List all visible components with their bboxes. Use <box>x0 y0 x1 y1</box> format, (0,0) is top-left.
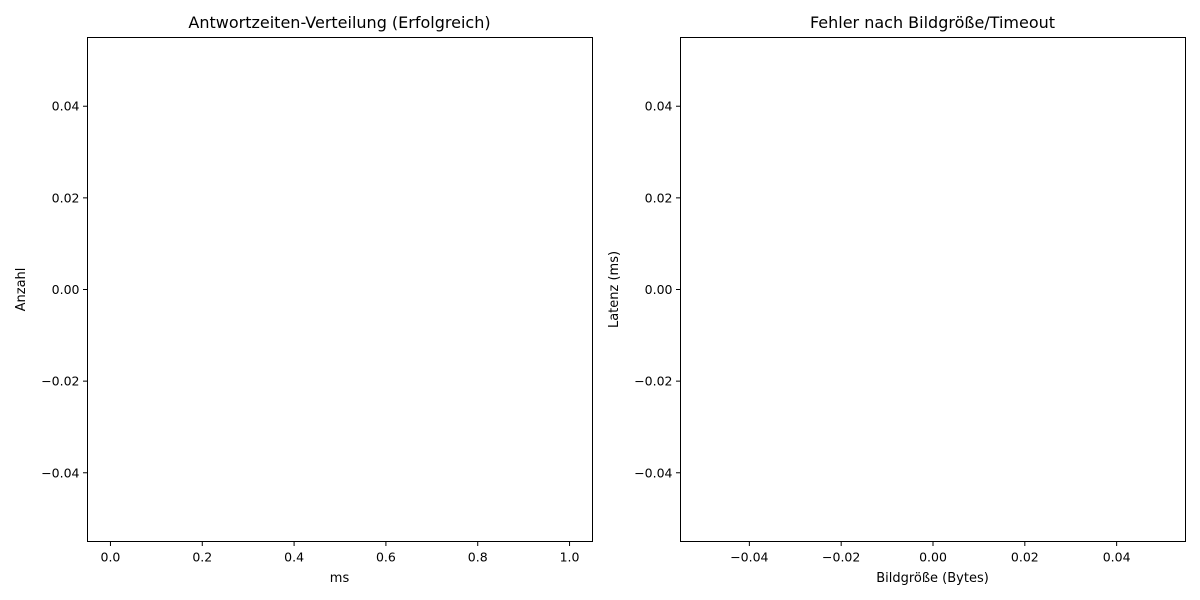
x-axis-label: ms <box>330 571 350 586</box>
chart-title: Antwortzeiten-Verteilung (Erfolgreich) <box>188 13 490 32</box>
x-tick-label: 0.04 <box>1103 550 1131 565</box>
y-tick-label: 0.00 <box>645 282 673 297</box>
y-tick-label: 0.00 <box>52 282 80 297</box>
plot-area <box>87 37 593 542</box>
chart-response-time-histogram: Antwortzeiten-Verteilung (Erfolgreich) 0… <box>14 13 593 586</box>
axis-ticks: 0.0 0.2 0.4 0.6 0.8 1.0 0.04 0.02 0.00 −0.02 −0.04 <box>41 99 579 565</box>
x-tick-label: 0.00 <box>919 550 947 565</box>
y-tick-label: 0.02 <box>52 190 80 205</box>
x-tick-label: −0.02 <box>822 550 860 565</box>
y-tick-label: −0.04 <box>41 465 79 480</box>
y-axis-label: Latenz (ms) <box>607 251 622 328</box>
x-tick-label: 0.0 <box>101 550 121 565</box>
y-tick-label: 0.04 <box>52 99 80 114</box>
x-tick-label: −0.04 <box>730 550 768 565</box>
x-tick-label: 0.8 <box>468 550 488 565</box>
y-tick-label: 0.02 <box>645 190 673 205</box>
x-tick-label: 0.02 <box>1011 550 1039 565</box>
x-tick-label: 0.4 <box>284 550 304 565</box>
x-tick-label: 0.2 <box>192 550 212 565</box>
y-tick-label: −0.02 <box>41 374 79 389</box>
x-tick-label: 1.0 <box>560 550 580 565</box>
axis-ticks: −0.04 −0.02 0.00 0.02 0.04 0.04 0.02 0.00 −0.02 −… <box>634 99 1130 565</box>
chart-errors-scatter: Fehler nach Bildgröße/Timeout −0.04 −0.02… <box>607 13 1186 586</box>
plot-area <box>680 37 1186 542</box>
y-axis-label: Anzahl <box>14 268 29 312</box>
chart-title: Fehler nach Bildgröße/Timeout <box>810 13 1055 32</box>
y-tick-label: 0.04 <box>645 99 673 114</box>
x-tick-label: 0.6 <box>376 550 396 565</box>
x-axis-label: Bildgröße (Bytes) <box>876 571 989 586</box>
y-tick-label: −0.02 <box>634 374 672 389</box>
y-tick-label: −0.04 <box>634 465 672 480</box>
